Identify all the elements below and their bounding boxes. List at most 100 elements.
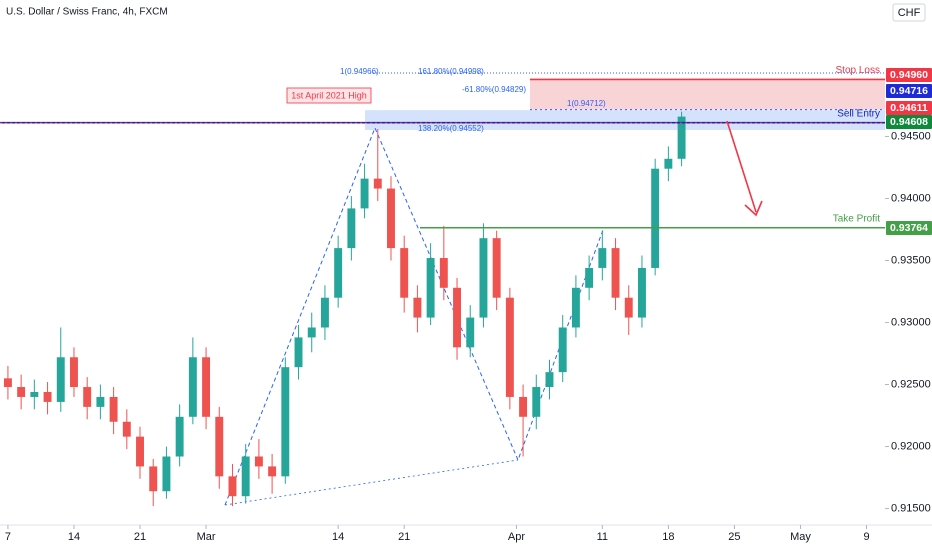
axes: 0.91500 0.92000 0.92500 0.93000 0.93500 0.940… <box>0 130 932 543</box>
candle-body <box>492 238 501 298</box>
candle-body <box>268 466 277 477</box>
currency[interactable]: CHF <box>898 7 921 19</box>
candle-body <box>611 248 620 298</box>
candle-body <box>3 378 12 388</box>
x-tick-label: 21 <box>398 531 410 543</box>
y-tick-label: 0.91500 <box>891 503 931 515</box>
candle-body <box>320 297 329 328</box>
candle-body <box>334 248 343 298</box>
candle-body <box>387 188 395 249</box>
candle-body <box>624 297 633 318</box>
candle-body <box>202 357 211 417</box>
candle-body <box>96 396 105 407</box>
candle-body <box>228 476 237 497</box>
currency-badge[interactable] <box>892 3 926 22</box>
candle-body <box>545 372 554 388</box>
price-label: 0.93764 <box>890 222 928 234</box>
x-tick-label: 14 <box>68 531 80 543</box>
x-tick-label: 14 <box>332 531 344 543</box>
candle-body <box>532 387 541 417</box>
zones <box>365 79 885 131</box>
candle-body <box>122 421 131 437</box>
candle-body <box>426 258 435 318</box>
arrow-head <box>744 200 763 217</box>
fib-label: 1(0.94966) <box>340 67 379 76</box>
arrow-shaft <box>726 120 757 213</box>
price-label: 0.94716 <box>890 85 928 97</box>
candle-body <box>585 267 594 288</box>
candle-body <box>373 178 382 189</box>
price-label: 0.94960 <box>890 69 928 81</box>
x-tick-label: 9 <box>863 531 869 543</box>
x-tick-label: Apr <box>508 531 525 543</box>
y-tick-label: 0.94500 <box>891 130 931 142</box>
candle-body <box>215 416 224 477</box>
price-label: 0.94611 <box>890 102 928 114</box>
candle-body <box>175 416 184 457</box>
candle-body <box>505 297 514 397</box>
candle-body <box>149 466 158 492</box>
candle-body <box>241 456 250 497</box>
fib-label: 1(0.94712) <box>567 99 606 108</box>
candle-body <box>56 357 65 402</box>
candle-body <box>307 327 316 338</box>
x-tick-label: Mar <box>197 531 216 543</box>
candle-body <box>360 178 369 209</box>
candle-body <box>43 391 52 402</box>
level-name: Take Profit <box>833 213 880 224</box>
fib-label: 138.20%(0.94552) <box>418 124 484 133</box>
y-tick-label: 0.92000 <box>891 440 931 452</box>
candle-body <box>281 367 290 477</box>
levels: Stop Loss 0.94960 0.94716 Sell Entry 0.94611… <box>0 65 932 235</box>
candle-body <box>136 436 144 467</box>
y-tick-label: 0.93000 <box>891 316 931 328</box>
candle-body <box>479 238 488 318</box>
candle-body <box>637 267 646 318</box>
price-box <box>886 84 932 98</box>
candle-body <box>294 337 303 368</box>
price-box <box>886 101 932 115</box>
callout-text: 1st April 2021 High <box>291 90 367 100</box>
y-tick-label: 0.93500 <box>891 254 931 266</box>
candle-body <box>439 258 448 288</box>
candle-body <box>598 248 607 268</box>
x-tick-label: May <box>790 531 811 543</box>
zone <box>365 110 885 131</box>
y-tick-label: 0.94000 <box>891 192 931 204</box>
callout-box <box>286 87 372 104</box>
level-name: Sell Entry <box>837 108 880 119</box>
candle-body <box>17 387 26 397</box>
candle-body <box>519 396 528 417</box>
x-tick-label: 25 <box>728 531 740 543</box>
candle-body <box>70 357 78 388</box>
x-tick-label: 18 <box>662 531 674 543</box>
zone <box>530 79 885 110</box>
candle-body <box>453 287 461 348</box>
fib-label: -61.80%(0.94829) <box>462 85 526 94</box>
price-box <box>886 221 932 235</box>
candle-body <box>188 357 197 417</box>
candle-body <box>677 116 686 159</box>
x-tick-label: 11 <box>597 531 608 543</box>
candle-body <box>83 387 92 407</box>
fib-label: 161.80%(0.94998) <box>418 67 484 76</box>
candle-body <box>109 396 118 422</box>
candle-body <box>254 456 263 467</box>
candle-body <box>162 456 171 492</box>
chart-title: U.S. Dollar / Swiss Franc, 4h, FXCM <box>6 7 168 18</box>
x-tick-label: 7 <box>5 531 11 543</box>
candle-body <box>30 391 39 397</box>
candle-body <box>400 248 409 298</box>
candle-body <box>347 208 356 249</box>
y-tick-label: 0.92500 <box>891 378 931 390</box>
candle-body <box>466 317 475 348</box>
candle-body <box>558 327 567 373</box>
candle-body <box>571 287 580 328</box>
candle-body <box>664 158 673 169</box>
price-box <box>886 115 932 129</box>
level-name: Stop Loss <box>836 65 880 76</box>
candle-body <box>413 297 422 318</box>
price-label: 0.94608 <box>890 116 928 128</box>
x-tick-label: 21 <box>134 531 146 543</box>
